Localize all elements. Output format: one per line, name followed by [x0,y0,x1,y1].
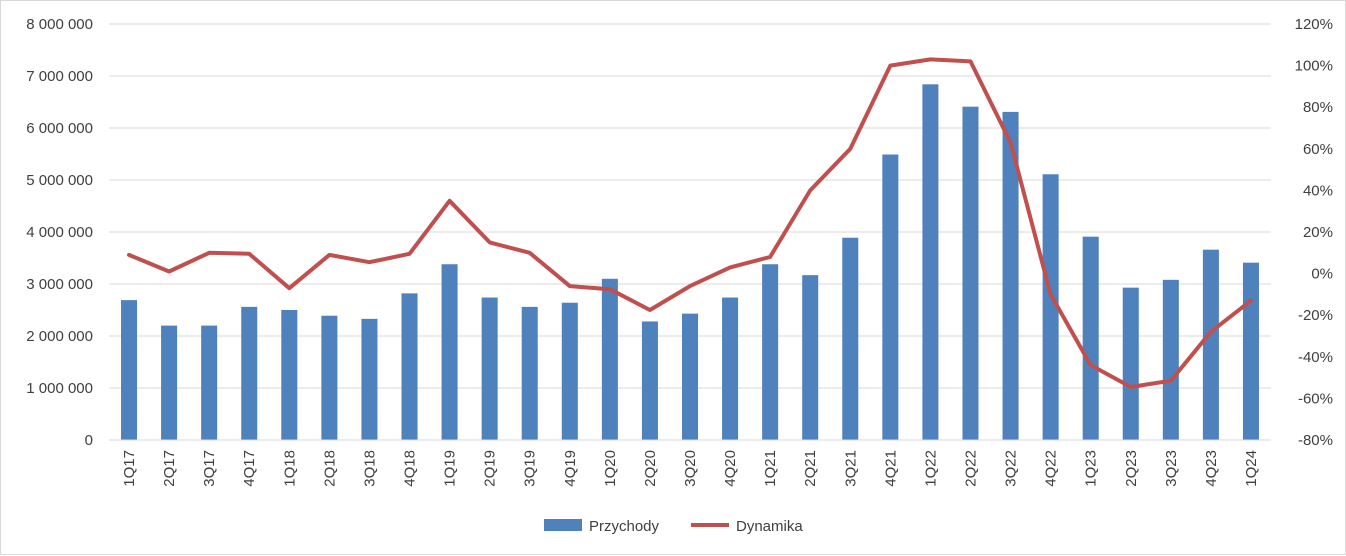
bar-przychody-2Q21 [802,275,818,440]
bar-przychody-1Q20 [602,279,618,440]
bar-przychody-4Q21 [882,155,898,440]
bar-przychody-2Q22 [962,107,978,440]
y-left-tick-label: 2 000 000 [26,328,93,345]
x-tick-label: 2Q19 [482,450,499,487]
bar-przychody-4Q23 [1203,250,1219,440]
x-tick-label: 2Q17 [161,450,178,487]
y-left-tick-label: 6 000 000 [26,120,93,137]
y-left-tick-label: 4 000 000 [26,224,93,241]
bar-przychody-3Q17 [201,326,217,440]
x-tick-label: 4Q22 [1043,450,1060,487]
x-tick-label: 2Q22 [962,450,979,487]
y-right-tick-label: -40% [1298,349,1333,366]
bar-przychody-2Q17 [161,326,177,440]
x-tick-label: 1Q18 [281,450,298,487]
x-tick-label: 4Q20 [722,450,739,487]
x-tick-label: 1Q21 [762,450,779,487]
bar-przychody-2Q20 [642,321,658,440]
y-left-tick-label: 7 000 000 [26,68,93,85]
y-right-tick-label: 0% [1311,266,1333,283]
x-tick-label: 3Q17 [201,450,218,487]
bar-przychody-4Q19 [562,303,578,440]
y-left-tick-label: 5 000 000 [26,172,93,189]
x-tick-label: 1Q23 [1083,450,1100,487]
y-left-tick-label: 1 000 000 [26,380,93,397]
bar-przychody-1Q19 [442,264,458,440]
bar-przychody-3Q23 [1163,280,1179,440]
x-tick-label: 3Q20 [682,450,699,487]
x-tick-label: 3Q22 [1003,450,1020,487]
y-right-tick-label: 20% [1303,224,1333,241]
bar-przychody-2Q19 [482,298,498,440]
y-right-tick-label: 120% [1295,16,1333,33]
bar-przychody-3Q18 [361,319,377,440]
y-left-tick-label: 8 000 000 [26,16,93,33]
x-tick-label: 1Q20 [602,450,619,487]
x-tick-label: 3Q18 [361,450,378,487]
x-tick-label: 4Q17 [241,450,258,487]
bar-przychody-1Q23 [1083,237,1099,440]
legend-label-dynamika: Dynamika [736,518,803,535]
legend-label-przychody: Przychody [589,518,660,535]
y-right-tick-label: 100% [1295,58,1333,75]
y-right-tick-label: -80% [1298,432,1333,449]
y-right-tick-label: -20% [1298,307,1333,324]
x-tick-label: 1Q19 [442,450,459,487]
bar-przychody-2Q23 [1123,288,1139,440]
bar-przychody-4Q18 [402,293,418,440]
x-tick-label: 4Q21 [882,450,899,487]
y-left-tick-label: 0 [85,432,93,449]
y-right-tick-label: -60% [1298,390,1333,407]
x-tick-label: 1Q17 [121,450,138,487]
bar-przychody-1Q22 [922,84,938,440]
bar-przychody-1Q21 [762,264,778,440]
bar-przychody-2Q18 [321,316,337,440]
bar-przychody-1Q24 [1243,263,1259,440]
y-right-tick-label: 40% [1303,182,1333,199]
bar-przychody-3Q20 [682,314,698,440]
bar-przychody-4Q17 [241,307,257,440]
bar-przychody-3Q19 [522,307,538,440]
x-tick-label: 4Q23 [1203,450,1220,487]
x-tick-label: 1Q24 [1243,450,1260,487]
y-right-tick-label: 60% [1303,141,1333,158]
x-tick-label: 2Q18 [321,450,338,487]
bar-przychody-1Q18 [281,310,297,440]
x-tick-label: 4Q18 [402,450,419,487]
x-tick-label: 2Q23 [1123,450,1140,487]
y-right-tick-label: 80% [1303,99,1333,116]
y-left-tick-label: 3 000 000 [26,276,93,293]
bar-przychody-3Q21 [842,238,858,440]
x-tick-label: 3Q21 [842,450,859,487]
bar-przychody-1Q17 [121,300,137,440]
x-tick-label: 2Q20 [642,450,659,487]
x-tick-label: 4Q19 [562,450,579,487]
x-tick-label: 2Q21 [802,450,819,487]
x-tick-label: 3Q23 [1163,450,1180,487]
x-tick-label: 1Q22 [922,450,939,487]
legend-swatch-przychody [544,519,582,531]
x-tick-label: 3Q19 [522,450,539,487]
bar-przychody-4Q20 [722,298,738,440]
